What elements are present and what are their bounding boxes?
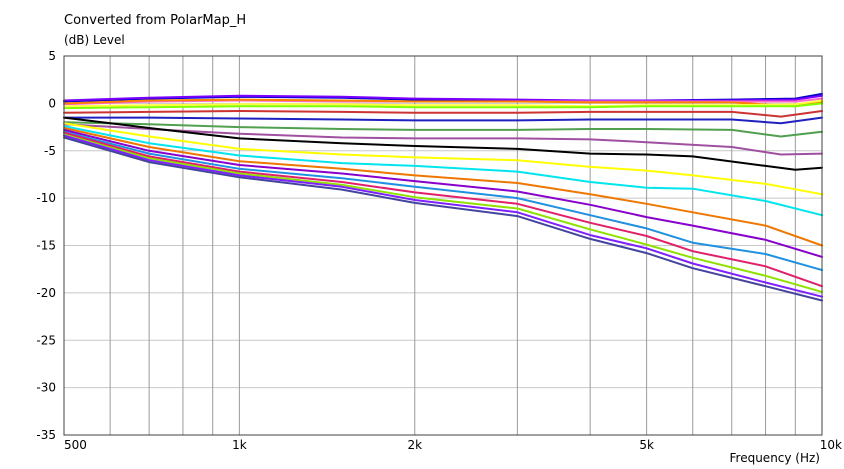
- series-line-16: [63, 130, 823, 272]
- series-line-17: [63, 131, 823, 288]
- series-group: [63, 92, 823, 302]
- series-line-5: [63, 99, 823, 108]
- series-line-11: [63, 116, 823, 171]
- y-tick-label: -10: [36, 191, 56, 205]
- y-tick-label: -5: [44, 144, 56, 158]
- series-line-13: [63, 125, 823, 217]
- x-tick-label: 1k: [232, 438, 247, 452]
- series-line-18: [63, 133, 823, 293]
- chart-title: Converted from PolarMap_H: [64, 13, 246, 28]
- x-axis-label: Frequency (Hz): [730, 451, 821, 465]
- series-line-20: [63, 136, 823, 302]
- tick-labels: 5 0 -5 -10 -15 -20 -25 -30 -35 500 1k 2k 5k 10k: [36, 49, 842, 452]
- series-line-4: [63, 98, 823, 108]
- series-line-7: [63, 110, 823, 118]
- series-line-6: [63, 102, 823, 110]
- y-tick-label: -35: [36, 428, 56, 442]
- plot-frame: [63, 55, 823, 436]
- y-tick-label: -15: [36, 239, 56, 253]
- y-tick-label: -30: [36, 381, 56, 395]
- y-tick-label: -25: [36, 333, 56, 347]
- series-line-2: [63, 94, 823, 102]
- y-tick-label: -20: [36, 286, 56, 300]
- series-line-9: [63, 121, 823, 138]
- series-line-19: [63, 134, 823, 298]
- x-tick-label: 500: [64, 438, 87, 452]
- series-line-14: [63, 127, 823, 247]
- x-tick-label: 2k: [407, 438, 422, 452]
- y-tick-label: 0: [48, 96, 56, 110]
- series-line-15: [63, 128, 823, 258]
- series-line-10: [63, 123, 823, 156]
- x-tick-label: 10k: [820, 438, 842, 452]
- series-line-8: [63, 116, 823, 125]
- y-axis-label: (dB) Level: [64, 33, 125, 47]
- x-tick-label: 5k: [639, 438, 654, 452]
- series-line-12: [63, 122, 823, 196]
- y-tick-label: 5: [48, 49, 56, 63]
